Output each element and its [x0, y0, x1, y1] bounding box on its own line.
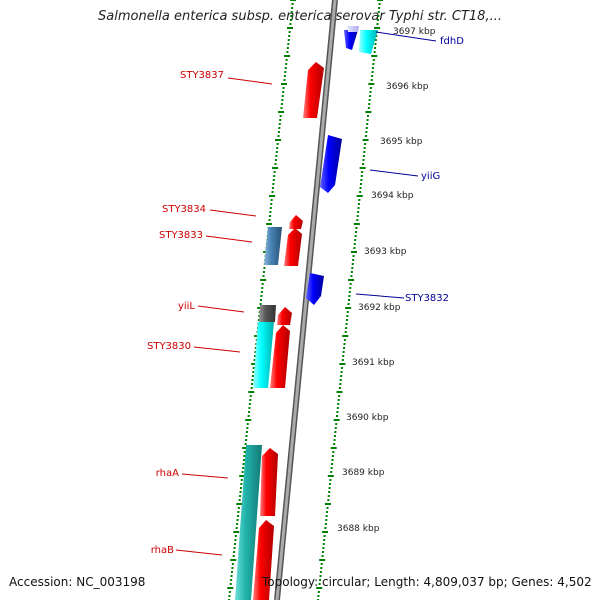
kbp-label: 3697 kbp: [393, 27, 436, 37]
gene-label-left: STY3833: [159, 230, 203, 241]
gene-feature-STY3830: [253, 322, 274, 388]
gene-feature-STY3832: [306, 273, 324, 305]
gene-label-left: STY3834: [162, 204, 206, 215]
gene-feature-dark: [259, 305, 276, 322]
gene-feature-STY3833: [284, 228, 302, 266]
gene-label-left: rhaA: [156, 468, 179, 479]
kbp-label: 3694 kbp: [371, 191, 414, 201]
leader-STY3832: [355, 293, 405, 299]
leader-lines: [175, 31, 437, 556]
right-tick-border: [316, 0, 383, 600]
footer-accession: Accession: NC_003198: [9, 575, 146, 589]
leader-STY3837: [227, 77, 273, 85]
gene-labels: STY3837 STY3834 STY3833 yiiL STY3830 rha…: [147, 36, 464, 556]
leader-rhaA: [181, 473, 229, 479]
gene-feature-teal: [235, 445, 262, 600]
kbp-label: 3695 kbp: [380, 137, 423, 147]
gene-label-right: STY3832: [405, 293, 449, 304]
gene-feature-yiiL: [277, 307, 292, 325]
gene-label-left: rhaB: [151, 545, 174, 556]
leader-yiiL: [197, 305, 245, 313]
gene-feature-steel: [264, 227, 282, 265]
kbp-label: 3689 kbp: [342, 468, 385, 478]
kbp-label: 3692 kbp: [358, 303, 401, 313]
leader-yiiG: [369, 169, 419, 177]
backbone-line: [275, 0, 337, 600]
gene-label-right: fdhD: [440, 36, 464, 47]
kbp-label: 3690 kbp: [346, 413, 389, 423]
gene-label-left: yiiL: [178, 301, 195, 312]
kbp-label: 3688 kbp: [337, 524, 380, 534]
map-title: Salmonella enterica subsp. enterica sero…: [98, 9, 502, 24]
gene-feature-red-mid: [270, 325, 290, 388]
leader-STY3834: [209, 209, 257, 217]
gene-feature-rhaA: [260, 448, 278, 516]
gene-label-left: STY3837: [180, 70, 224, 81]
left-tick-border: [227, 0, 296, 600]
gene-feature-yiiG: [320, 135, 342, 193]
gene-label-right: yiiG: [421, 171, 440, 182]
kbp-label: 3696 kbp: [386, 82, 429, 92]
gene-feature-fdhD: [359, 30, 378, 54]
leader-STY3833: [205, 235, 253, 243]
leader-rhaB: [175, 549, 223, 556]
gene-feature-STY3834: [289, 215, 303, 229]
gene-feature-STY3837: [303, 62, 324, 118]
gene-feature-blue-top: [344, 30, 358, 50]
leader-STY3830: [193, 346, 241, 353]
gene-label-left: STY3830: [147, 341, 191, 352]
kbp-label: 3691 kbp: [352, 358, 395, 368]
kbp-labels: 3697 kbp 3696 kbp 3695 kbp 3694 kbp 3693…: [337, 27, 436, 534]
kbp-label: 3693 kbp: [364, 247, 407, 257]
footer-topology: Topology: circular; Length: 4,809,037 bp…: [262, 575, 592, 589]
backbone: [274, 0, 338, 600]
leader-fdhD: [375, 31, 437, 42]
gene-feature-lavender: [347, 26, 359, 32]
gene-feature-rhaB: [253, 520, 274, 600]
features: [235, 26, 378, 600]
